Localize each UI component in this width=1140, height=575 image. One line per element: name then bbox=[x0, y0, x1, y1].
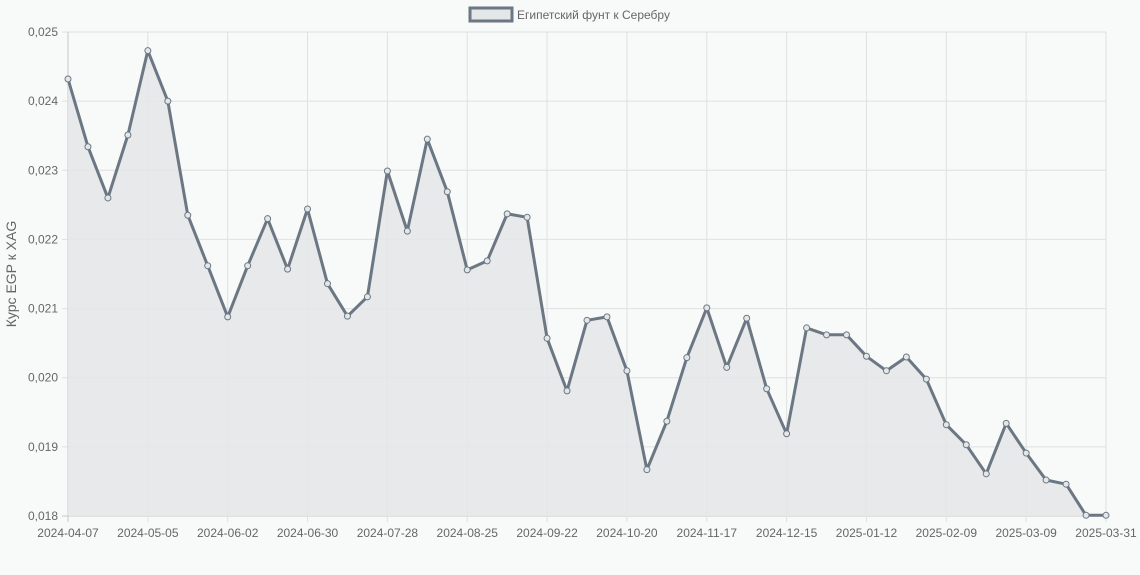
x-tick-label: 2024-06-30 bbox=[277, 526, 339, 540]
data-point[interactable] bbox=[503, 210, 511, 218]
legend[interactable]: Египетский фунт к Серебру bbox=[468, 6, 670, 23]
x-tick-label: 2025-03-31 bbox=[1075, 526, 1137, 540]
data-point[interactable] bbox=[184, 211, 192, 219]
data-point[interactable] bbox=[463, 266, 471, 274]
data-point[interactable] bbox=[922, 375, 930, 383]
x-tick-label: 2024-08-25 bbox=[437, 526, 499, 540]
data-point[interactable] bbox=[204, 262, 212, 270]
data-point[interactable] bbox=[343, 312, 351, 320]
data-point[interactable] bbox=[1022, 449, 1030, 457]
data-point[interactable] bbox=[124, 131, 132, 139]
x-axis-ticks: 2024-04-07 2024-05-05 2024-06-02 2024-06-30… bbox=[37, 526, 1137, 540]
data-point[interactable] bbox=[483, 257, 491, 265]
x-tick-label: 2025-02-09 bbox=[916, 526, 978, 540]
x-tick-label: 2024-11-17 bbox=[677, 526, 738, 540]
data-point[interactable] bbox=[284, 265, 292, 273]
data-points[interactable] bbox=[64, 47, 1110, 519]
x-tick-label: 2024-09-22 bbox=[516, 526, 578, 540]
data-point[interactable] bbox=[244, 262, 252, 270]
data-point[interactable] bbox=[84, 143, 92, 151]
data-point[interactable] bbox=[403, 227, 411, 235]
data-point[interactable] bbox=[383, 167, 391, 175]
data-point[interactable] bbox=[443, 188, 451, 196]
data-point[interactable] bbox=[723, 363, 731, 371]
y-tick-label: 0,021 bbox=[28, 302, 58, 316]
data-point[interactable] bbox=[1042, 476, 1050, 484]
data-point[interactable] bbox=[763, 385, 771, 393]
data-point[interactable] bbox=[902, 353, 910, 361]
data-point[interactable] bbox=[583, 316, 591, 324]
data-point[interactable] bbox=[703, 304, 711, 312]
x-tick-label: 2024-07-28 bbox=[357, 526, 419, 540]
data-point[interactable] bbox=[1062, 480, 1070, 488]
data-point[interactable] bbox=[1102, 511, 1110, 519]
data-point[interactable] bbox=[164, 97, 172, 105]
data-point[interactable] bbox=[803, 324, 811, 332]
y-tick-label: 0,018 bbox=[28, 509, 58, 523]
data-point[interactable] bbox=[324, 280, 331, 288]
data-point[interactable] bbox=[823, 331, 831, 339]
data-point[interactable] bbox=[982, 470, 990, 478]
x-tick-label: 2024-12-15 bbox=[756, 526, 818, 540]
y-tick-label: 0,023 bbox=[28, 163, 58, 177]
data-point[interactable] bbox=[64, 75, 72, 83]
x-tick-label: 2025-01-12 bbox=[836, 526, 898, 540]
data-point[interactable] bbox=[543, 334, 551, 342]
data-point[interactable] bbox=[862, 352, 870, 360]
data-point[interactable] bbox=[643, 466, 651, 474]
data-point[interactable] bbox=[304, 205, 312, 213]
legend-label: Египетский фунт к Серебру bbox=[517, 8, 670, 22]
data-point[interactable] bbox=[144, 47, 152, 55]
data-point[interactable] bbox=[623, 367, 631, 375]
y-axis-label: Курс EGP к XAG bbox=[3, 221, 19, 327]
y-tick-label: 0,022 bbox=[28, 232, 58, 246]
y-tick-label: 0,025 bbox=[28, 25, 58, 39]
x-tick-label: 2024-04-07 bbox=[37, 526, 99, 540]
data-point[interactable] bbox=[1082, 511, 1090, 519]
data-point[interactable] bbox=[423, 135, 431, 143]
legend-swatch bbox=[468, 6, 514, 23]
data-point[interactable] bbox=[962, 441, 970, 449]
data-point[interactable] bbox=[843, 331, 850, 339]
y-tick-label: 0,024 bbox=[28, 94, 58, 108]
y-tick-label: 0,020 bbox=[28, 371, 58, 385]
data-point[interactable] bbox=[882, 367, 890, 375]
x-tick-label: 2024-06-02 bbox=[197, 526, 259, 540]
data-point[interactable] bbox=[563, 387, 571, 395]
area-fill bbox=[68, 50, 1106, 516]
data-point[interactable] bbox=[363, 293, 371, 301]
data-point[interactable] bbox=[104, 194, 112, 202]
data-point[interactable] bbox=[683, 354, 691, 362]
x-tick-label: 2025-03-09 bbox=[995, 526, 1057, 540]
data-point[interactable] bbox=[1002, 419, 1010, 427]
data-point[interactable] bbox=[663, 417, 671, 425]
y-axis-ticks: 0,025 0,024 0,023 0,022 0,021 0,020 0,019 0,018 bbox=[28, 25, 58, 523]
data-point[interactable] bbox=[224, 313, 232, 321]
data-point[interactable] bbox=[743, 314, 751, 322]
data-point[interactable] bbox=[783, 430, 791, 438]
x-tick-label: 2024-05-05 bbox=[117, 526, 179, 540]
data-point[interactable] bbox=[942, 421, 950, 429]
data-point[interactable] bbox=[264, 215, 272, 223]
data-point[interactable] bbox=[523, 213, 531, 221]
y-tick-label: 0,019 bbox=[28, 440, 58, 454]
x-tick-label: 2024-10-20 bbox=[596, 526, 658, 540]
data-point[interactable] bbox=[603, 313, 611, 321]
